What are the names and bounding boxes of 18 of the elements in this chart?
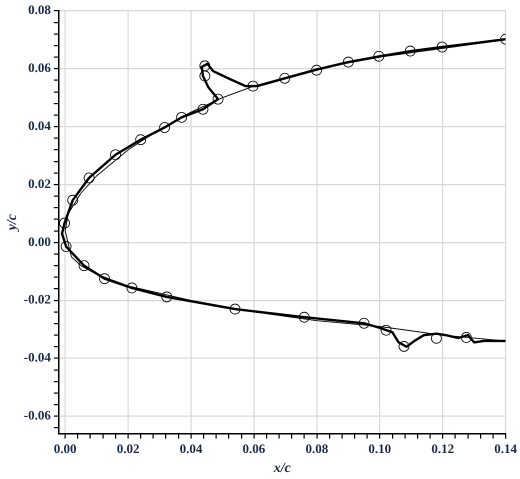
y-tick-label: 0.02 xyxy=(28,176,51,191)
x-tick-label: 0.14 xyxy=(494,440,518,456)
x-axis-title: x/c xyxy=(272,461,292,476)
x-tick-label: 0.12 xyxy=(431,440,454,456)
x-tick-label: 0.08 xyxy=(305,440,329,456)
y-tick-label: 0.04 xyxy=(28,118,52,133)
x-tick-label: 0.02 xyxy=(116,440,140,456)
y-tick-label: 0.08 xyxy=(28,2,52,18)
y-axis-title: y/c xyxy=(5,213,20,232)
x-tick-label: 0.06 xyxy=(242,440,266,456)
x-tick-label: 0.04 xyxy=(180,440,203,456)
y-tick-label: -0.06 xyxy=(24,408,52,423)
y-tick-label: -0.04 xyxy=(24,350,52,365)
y-tick-label: 0.06 xyxy=(28,60,52,76)
x-tick-label: 0.00 xyxy=(54,440,77,456)
y-tick-label: -0.02 xyxy=(24,292,51,307)
y-tick-label: 0.00 xyxy=(28,234,51,249)
x-tick-label: 0.10 xyxy=(368,440,392,456)
